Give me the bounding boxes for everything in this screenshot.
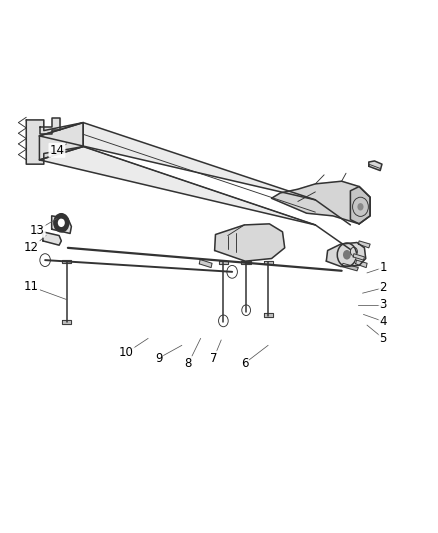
Polygon shape <box>26 120 83 164</box>
Polygon shape <box>219 261 228 264</box>
Polygon shape <box>350 187 370 224</box>
Text: 6: 6 <box>240 357 248 370</box>
Polygon shape <box>52 216 71 233</box>
Polygon shape <box>40 118 60 134</box>
Polygon shape <box>358 241 370 248</box>
Polygon shape <box>264 313 273 317</box>
Circle shape <box>58 219 65 227</box>
Circle shape <box>357 203 364 211</box>
Polygon shape <box>356 260 367 268</box>
Text: 14: 14 <box>49 144 64 157</box>
Text: 13: 13 <box>30 224 45 237</box>
Polygon shape <box>39 123 83 160</box>
Polygon shape <box>369 161 382 171</box>
Polygon shape <box>241 261 251 264</box>
Polygon shape <box>353 254 364 260</box>
Polygon shape <box>62 320 71 324</box>
Text: 9: 9 <box>155 352 162 365</box>
Polygon shape <box>326 243 366 266</box>
Polygon shape <box>264 261 273 264</box>
Text: 3: 3 <box>380 298 387 311</box>
Text: 2: 2 <box>379 281 387 294</box>
Polygon shape <box>199 260 212 268</box>
Polygon shape <box>342 263 358 271</box>
Polygon shape <box>43 232 61 245</box>
Text: 10: 10 <box>119 346 134 359</box>
Text: 1: 1 <box>379 261 387 274</box>
Polygon shape <box>272 181 370 224</box>
Polygon shape <box>39 123 315 200</box>
Text: 7: 7 <box>210 352 218 365</box>
Text: 5: 5 <box>380 332 387 345</box>
Text: 4: 4 <box>379 315 387 328</box>
Text: 12: 12 <box>24 241 39 254</box>
Polygon shape <box>39 147 315 225</box>
Text: 11: 11 <box>24 280 39 293</box>
Circle shape <box>343 250 351 260</box>
Polygon shape <box>215 224 285 261</box>
Circle shape <box>54 214 69 232</box>
Text: 8: 8 <box>185 357 192 370</box>
Polygon shape <box>62 260 71 263</box>
